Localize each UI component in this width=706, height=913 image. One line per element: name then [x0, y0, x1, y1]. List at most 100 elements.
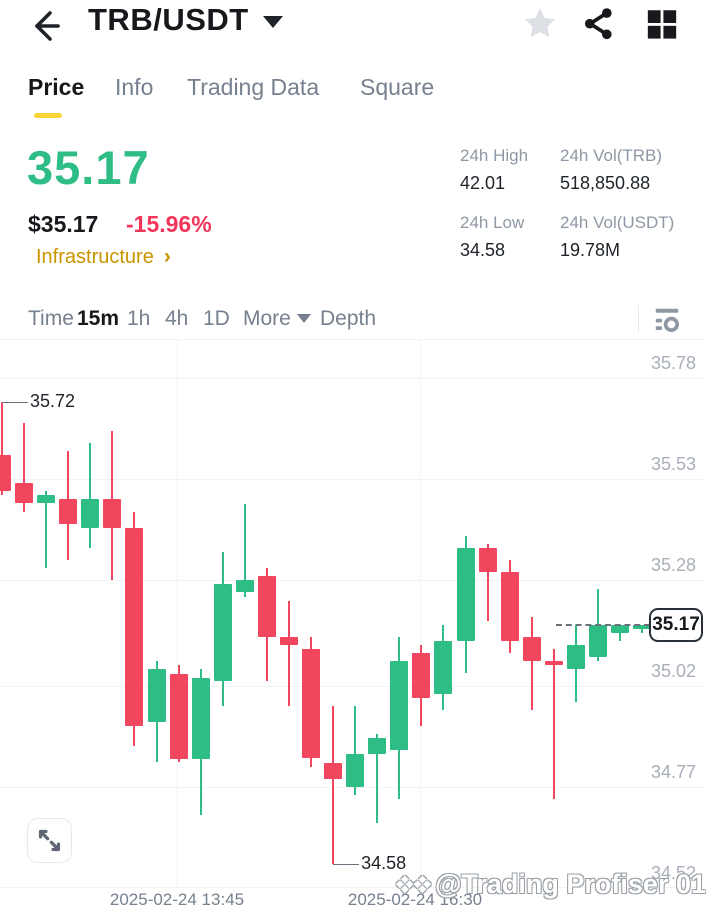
signature-watermark-text: @Trading Profiser 01	[435, 869, 706, 899]
h-gridline	[0, 479, 706, 481]
pair-title[interactable]: TRB/USDT	[88, 2, 249, 37]
y-axis-label: 34.77	[650, 761, 696, 782]
y-axis-label: 35.28	[650, 555, 696, 576]
grid-icon	[647, 10, 677, 39]
candle-wick	[1, 402, 3, 496]
last-price-marker: 35.17	[649, 607, 703, 642]
chart-settings-icon	[655, 308, 679, 332]
back-button[interactable]	[24, 6, 64, 46]
tab-price[interactable]: Price	[28, 74, 85, 100]
depth-button[interactable]: Depth	[320, 307, 377, 330]
toolbar-divider	[638, 305, 639, 333]
candle-body	[59, 499, 78, 524]
v-gridline	[420, 340, 421, 887]
interval-1d[interactable]: 1D	[203, 307, 230, 330]
candle-body	[125, 527, 144, 727]
stat-high-value: 42.01	[460, 173, 506, 193]
candle-wick	[45, 491, 48, 569]
candle-body	[15, 483, 34, 504]
h-gridline	[0, 685, 706, 687]
high-annotation-label: 35.72	[30, 391, 76, 412]
v-gridline	[177, 340, 178, 887]
expand-arrows-icon	[38, 829, 61, 852]
candle-wick	[619, 624, 621, 642]
interval-1h[interactable]: 1h	[127, 307, 151, 330]
candle-body	[0, 454, 11, 492]
stat-vol-base-label: 24h Vol(TRB)	[560, 146, 663, 165]
category-tag-label: Infrastructure	[36, 246, 154, 268]
fullscreen-expand-button[interactable]	[27, 818, 72, 863]
stat-low-value: 34.58	[460, 240, 506, 260]
star-icon	[525, 8, 555, 38]
x-axis-tick-2: 2025-02-24 16:30	[347, 890, 483, 909]
candle-body	[566, 645, 585, 670]
active-tab-underline	[34, 113, 62, 118]
candle-body	[103, 499, 122, 528]
stat-high-label: 24h High	[460, 146, 529, 165]
candle-body	[324, 762, 343, 779]
candle-wick	[552, 649, 555, 799]
stat-vol-quote-value: 19.78M	[560, 240, 621, 260]
candle-body	[633, 624, 651, 629]
signature-watermark: ❖❖ @Trading Profiser 01	[394, 869, 706, 900]
candle-wick	[89, 442, 92, 548]
candle-body	[169, 673, 188, 759]
share-button[interactable]	[582, 5, 618, 41]
candle-wick	[243, 503, 246, 597]
caret-down-icon	[296, 314, 311, 323]
ornament-icon: ❖❖	[394, 872, 433, 899]
category-tag-link[interactable]: Infrastructure ›	[36, 245, 171, 269]
candle-wick	[23, 422, 26, 512]
h-gridline	[0, 580, 706, 582]
candle-body	[544, 661, 563, 666]
interval-more-dropdown[interactable]: More	[243, 307, 311, 331]
low-annotation-label: 34.58	[361, 852, 407, 873]
last-price-dashed-line	[556, 623, 650, 626]
stat-low-label: 24h Low	[460, 213, 525, 232]
candle-body	[302, 649, 320, 759]
candle-body	[147, 669, 166, 722]
candlestick-chart[interactable]: ❖BINANCE 35.7835.5335.2835.0234.7734.523…	[0, 340, 706, 888]
y-axis-label: 34.52	[650, 863, 696, 883]
tab-square[interactable]: Square	[360, 74, 435, 100]
candle-body	[368, 738, 387, 755]
fiat-price: $35.17	[28, 211, 99, 237]
h-gridline	[0, 786, 706, 788]
interval-toolbar: Time 15m 1h 4h 1D More Depth	[0, 302, 706, 340]
interval-4h[interactable]: 4h	[165, 307, 189, 330]
candle-body	[235, 580, 254, 593]
candle-wick	[376, 734, 379, 824]
price-change-pct: -15.96%	[126, 211, 212, 237]
candle-body	[191, 677, 210, 759]
y-axis-label: 35.78	[650, 353, 696, 373]
chart-settings-button[interactable]	[652, 306, 682, 334]
candle-body	[257, 576, 276, 637]
markets-grid-button[interactable]	[645, 5, 681, 41]
x-axis-tick-1: 2025-02-24 13:45	[109, 890, 245, 909]
interval-time[interactable]: Time	[28, 307, 74, 330]
candle-body	[279, 637, 298, 646]
tab-trading-data[interactable]: Trading Data	[187, 74, 320, 100]
candle-wick	[641, 624, 643, 633]
candle-body	[611, 624, 629, 633]
favorite-button[interactable]	[522, 5, 558, 41]
low-annotation-line	[333, 863, 360, 865]
candle-body	[37, 495, 56, 504]
share-icon	[584, 8, 612, 40]
candle-body	[81, 499, 100, 528]
candle-body	[412, 653, 431, 698]
interval-15m[interactable]: 15m	[77, 307, 120, 330]
tab-info[interactable]: Info	[115, 74, 154, 100]
y-axis-label: 35.53	[650, 454, 696, 475]
stat-vol-quote-label: 24h Vol(USDT)	[560, 213, 675, 232]
h-gridline	[0, 378, 706, 379]
candle-wick	[486, 544, 489, 621]
caret-down-icon[interactable]	[263, 16, 283, 28]
back-arrow-icon	[35, 11, 60, 41]
last-price: 35.17	[27, 141, 150, 194]
tab-bar: Price Info Trading Data Square	[0, 72, 706, 122]
candle-body	[500, 572, 519, 642]
stat-vol-base-value: 518,850.88	[560, 173, 651, 193]
candle-body	[213, 584, 232, 682]
